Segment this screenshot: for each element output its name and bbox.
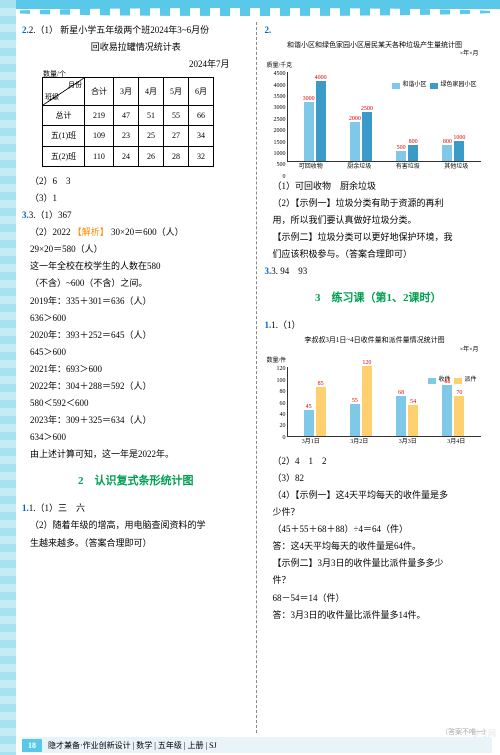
r-q2-1: （1）可回收物 厨余垃圾 bbox=[265, 178, 493, 195]
calc-line: 580＜592＜600 bbox=[22, 395, 250, 412]
section-2-title: 2 认识复式条形统计图 bbox=[22, 471, 250, 492]
q2-num: 2. bbox=[22, 25, 29, 35]
q2-3: （3）1 bbox=[22, 190, 250, 207]
chart-1-area: 4500 4000 3500 3000 2500 2000 1500 1000 … bbox=[287, 72, 481, 162]
r-q2-2d: 们应该积极参与。（答案合理即可） bbox=[265, 246, 493, 263]
calc-line: 29×20＝580（人） bbox=[22, 241, 250, 258]
chart-1: 和谐小区和绿色家园小区居民某天各种垃圾产生量统计图 ×年×月 质量/千克 450… bbox=[265, 41, 485, 174]
chart-2-legend: 收件 派件 bbox=[428, 375, 476, 386]
main-content: 2.2.（1） 新星小学五年级两个班2024年3~6月份 回收易拉罐情况统计表 … bbox=[22, 22, 492, 733]
chart-2-ylabels: 120 100 80 60 40 20 0 bbox=[266, 364, 286, 439]
chart-bar: 70 bbox=[454, 396, 464, 437]
calc-line: 645＞600 bbox=[22, 344, 250, 361]
s2-q1-1: 1.（1）三 六 bbox=[29, 503, 85, 513]
calc-line: 这一年全校在校学生的人数在580 bbox=[22, 258, 250, 275]
q3-num: 3. bbox=[22, 210, 29, 220]
chart-bar: 45 bbox=[304, 410, 314, 436]
chart-2-area: 120 100 80 60 40 20 0 收件 派件 4585 55120 6… bbox=[287, 367, 481, 437]
s3-q1-4e: 【示例二】3月3日的收件量比派件量多多少 bbox=[265, 555, 493, 572]
calc-line: 2023年：309＋325＝634（人） bbox=[22, 412, 250, 429]
footer-text: 隐才兼备·作业创新设计 | 数学 | 五年级 | 上册 | SJ bbox=[48, 740, 217, 751]
r-q2-num: 2. bbox=[265, 25, 272, 35]
chart-bar: 120 bbox=[362, 366, 372, 436]
calc-line: 2022年：304＋288＝592（人） bbox=[22, 378, 250, 395]
chart-bar: 500 bbox=[396, 151, 406, 161]
chart-1-ylabels: 4500 4000 3500 3000 2500 2000 1500 1000 … bbox=[266, 69, 286, 164]
chart-bar: 54 bbox=[408, 405, 418, 437]
calc-line: 2021年：693＞600 bbox=[22, 361, 250, 378]
s2-q1-2: （2）随着年级的增高，用电脑查阅资料的学 bbox=[22, 517, 250, 534]
r-q2-2a: （2）【示例一】垃圾分类有助于资源的再利 bbox=[265, 195, 493, 212]
r-q3: 3. 94 93 bbox=[271, 266, 307, 276]
s3-q1-2: （2）4 1 2 bbox=[265, 453, 493, 470]
calc-line: 2020年：393＋252＝645（人） bbox=[22, 327, 250, 344]
table-row: 总计 219 47 51 55 66 bbox=[43, 106, 214, 126]
diag-header: 月份 班级 数量/个 bbox=[43, 78, 85, 106]
chart-bar: 2500 bbox=[362, 112, 372, 162]
q2-2: （2）6 3 bbox=[22, 173, 250, 190]
chart-bar: 55 bbox=[350, 404, 360, 436]
s3-q1-4f: 件？ bbox=[265, 572, 493, 589]
q2-1-title: 2.（1） 新星小学五年级两个班2024年3~6月份 bbox=[29, 25, 209, 35]
chart-bar: 4000 bbox=[316, 81, 326, 161]
r-q2-2b: 用，所以我们要认真做好垃圾分类。 bbox=[265, 212, 493, 229]
calc-line: 由上述计算可知，这一年是2022年。 bbox=[22, 446, 250, 463]
s3-q1-4g: 68－54＝14（件） bbox=[265, 590, 493, 607]
s3-q1-3: （3）82 bbox=[265, 470, 493, 487]
chart-2: 李叔叔3月1日~4日收件量和派件量情况统计图 ×年×月 数量/件 120 100… bbox=[265, 336, 485, 449]
s2-q1-num: 1. bbox=[22, 503, 29, 513]
s3-q1-4a: （4）【示例一】这4天平均每天的收件量是多 bbox=[265, 487, 493, 504]
s3-q1-4h: 答：3月3日的收件量比派件量多14件。 bbox=[265, 607, 493, 624]
s3-q1-4b: 少件？ bbox=[265, 504, 493, 521]
table-row: 五(1)班 109 23 25 27 34 bbox=[43, 126, 214, 146]
chart-bar: 68 bbox=[396, 396, 406, 436]
chart-bar: 800 bbox=[408, 145, 418, 161]
chart-bar: 85 bbox=[316, 387, 326, 437]
chart-bar: 1000 bbox=[454, 141, 464, 161]
page-footer: 18 隐才兼备·作业创新设计 | 数学 | 五年级 | 上册 | SJ bbox=[22, 737, 492, 753]
chart-bar: 3000 bbox=[304, 102, 314, 161]
q3-1: 3.（1）367 bbox=[29, 210, 72, 220]
chart-bar: 2000 bbox=[350, 122, 360, 162]
calc-line: （不含）~600（不含）之间。 bbox=[22, 275, 250, 292]
wave-top-decoration bbox=[0, 0, 500, 18]
calc-line: 2019年：335＋301＝636（人） bbox=[22, 293, 250, 310]
right-column: 2. 和谐小区和绿色家园小区居民某天各种垃圾产生量统计图 ×年×月 质量/千克 … bbox=[265, 22, 493, 733]
section-3-title: 3 练习课（第1、2课时） bbox=[265, 288, 493, 309]
q3-2: （2）2022 【解析】 30×20＝600（人） bbox=[22, 224, 250, 241]
s3-q1-4d: 答：这4天平均每天的收件量是64件。 bbox=[265, 538, 493, 555]
chart-1-xlabels: 可回收物 厨余垃圾 有害垃圾 其他垃圾 bbox=[287, 162, 481, 173]
calc-line: 634＞600 bbox=[22, 429, 250, 446]
chart-1-legend: 和谐小区 绿色家园小区 bbox=[392, 80, 476, 91]
page-number: 18 bbox=[22, 739, 42, 752]
recycling-table: 月份 班级 数量/个 合计 3月 4月 5月 6月 总计 219 47 51 5… bbox=[42, 77, 214, 167]
table-row: 五(2)班 110 24 26 28 32 bbox=[43, 146, 214, 166]
calc-line: 636＞600 bbox=[22, 310, 250, 327]
r-q2-2c: 【示例二】垃圾分类可以更好地保护环境，我 bbox=[265, 229, 493, 246]
left-column: 2.2.（1） 新星小学五年级两个班2024年3~6月份 回收易拉罐情况统计表 … bbox=[22, 22, 257, 733]
s2-q1-2b: 生越来越多。（答案合理即可） bbox=[22, 535, 250, 552]
s3-q1-4c: （45＋55＋68＋88）÷4＝64（件） bbox=[265, 521, 493, 538]
chart-bar: 800 bbox=[442, 145, 452, 161]
wave-left-decoration bbox=[0, 0, 16, 755]
chart-2-xlabels: 3月1日 3月2日 3月3日 3月4日 bbox=[287, 437, 481, 448]
chart-bar: 88 bbox=[442, 385, 452, 436]
q2-1-subtitle: 回收易拉罐情况统计表 bbox=[22, 39, 250, 56]
